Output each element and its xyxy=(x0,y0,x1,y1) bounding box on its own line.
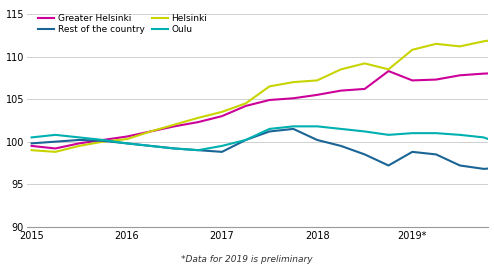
Text: *Data for 2019 is preliminary: *Data for 2019 is preliminary xyxy=(181,255,313,264)
Legend: Greater Helsinki, Rest of the country, Helsinki, Oulu: Greater Helsinki, Rest of the country, H… xyxy=(36,12,209,36)
